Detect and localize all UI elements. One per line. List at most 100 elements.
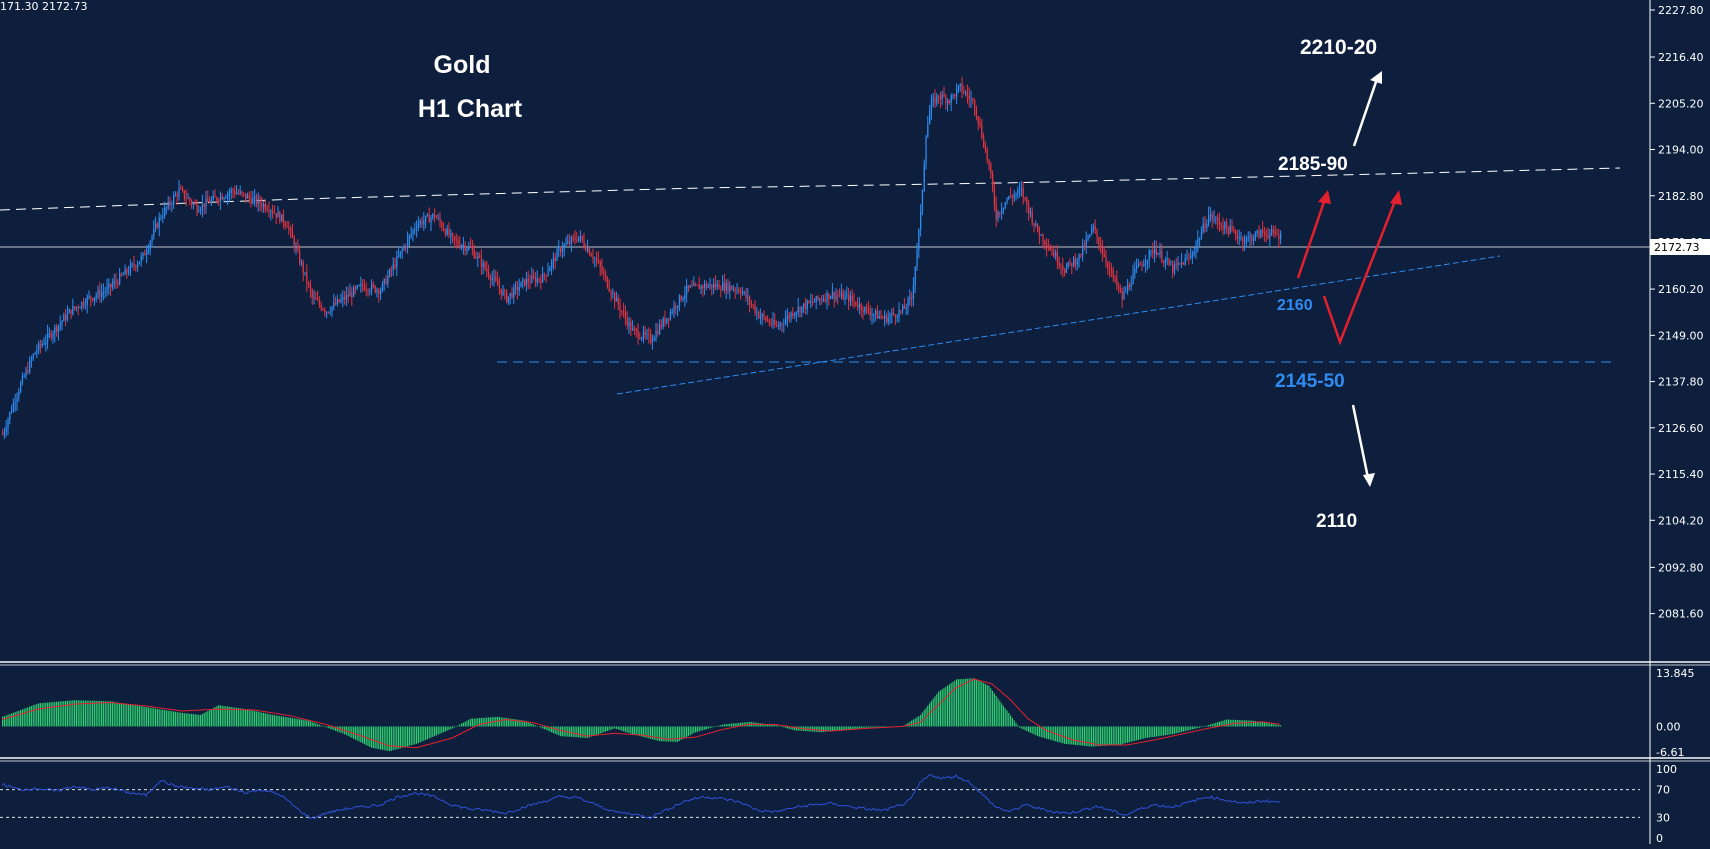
macd-bar (1044, 726, 1046, 739)
macd-bar (518, 719, 520, 727)
candle (626, 311, 628, 330)
candle (446, 224, 448, 237)
macd-bar (259, 712, 261, 727)
macd-bar (1047, 726, 1049, 740)
macd-bar (713, 726, 715, 728)
macd-bar (102, 701, 104, 727)
candle (907, 296, 909, 315)
macd-bar (767, 724, 769, 727)
macd-bar (956, 679, 958, 727)
candle (21, 372, 24, 386)
candle (986, 146, 988, 164)
candle (560, 246, 562, 257)
macd-bar (626, 726, 628, 733)
macd-bar (531, 723, 533, 727)
candle (322, 307, 324, 312)
macd-bar (1218, 721, 1220, 727)
macd-bar (387, 726, 389, 751)
candle (520, 281, 522, 288)
arrow-down-white (1351, 404, 1370, 479)
macd-bar (248, 709, 250, 727)
candle (219, 191, 222, 211)
candle (1038, 226, 1041, 245)
macd-bar (558, 726, 560, 736)
macd-bar (884, 726, 886, 728)
macd-bar (1091, 726, 1093, 747)
macd-bar (525, 721, 527, 727)
candle (792, 307, 794, 320)
candle (515, 281, 517, 295)
macd-bar (929, 703, 931, 727)
candle (1256, 229, 1258, 237)
candle (398, 246, 400, 258)
candle (174, 191, 177, 197)
candle (995, 196, 997, 228)
candle (97, 285, 99, 300)
candle (1211, 211, 1213, 228)
macd-bar (1042, 726, 1044, 738)
macd-bar (691, 726, 693, 735)
macd-bar (144, 706, 146, 727)
macd-bar (450, 726, 452, 730)
candle (851, 289, 853, 307)
macd-bar (759, 723, 761, 727)
macd-bar (608, 726, 610, 731)
candle (489, 274, 492, 289)
macd-bar (714, 726, 716, 727)
candle (122, 271, 124, 276)
candle (1247, 231, 1249, 242)
macd-bar (732, 723, 734, 727)
candle (239, 185, 241, 196)
candle (810, 293, 812, 309)
macd-bar (790, 726, 792, 730)
candle (903, 297, 906, 309)
candle (7, 417, 9, 436)
macd-bar (655, 726, 657, 741)
candle (140, 252, 142, 267)
macd-bar (552, 726, 554, 734)
macd-bar (390, 726, 392, 751)
candle (601, 258, 603, 276)
macd-bar (399, 726, 401, 749)
macd-bar (738, 722, 740, 727)
macd-bar (1244, 720, 1246, 727)
macd-bar (68, 700, 70, 727)
candle (178, 180, 180, 201)
candle (945, 93, 947, 110)
macd-bar (817, 726, 819, 733)
candle (687, 285, 690, 293)
macd-bar (963, 678, 965, 727)
macd-bar (1040, 726, 1042, 738)
macd-bar (1100, 726, 1102, 747)
macd-bar (277, 715, 279, 727)
price-tick-label: 2216.40 (1658, 51, 1704, 64)
macd-bar (860, 726, 862, 729)
candle (653, 335, 655, 342)
macd-bar (57, 701, 59, 727)
candle (855, 301, 857, 307)
macd-bar (486, 717, 488, 727)
candle (918, 228, 920, 259)
macd-bar (288, 717, 290, 727)
macd-bar (1224, 720, 1226, 727)
macd-bar (1256, 721, 1258, 727)
macd-bar (664, 726, 666, 742)
candle (947, 98, 949, 112)
macd-bar (653, 726, 655, 740)
candle (203, 203, 205, 215)
candle (457, 235, 459, 247)
candle (344, 290, 346, 305)
candle (1064, 267, 1066, 277)
macd-bar (1204, 726, 1206, 727)
macd-bar (1276, 724, 1278, 727)
macd-bar (628, 726, 630, 734)
macd-bar (1013, 720, 1015, 727)
macd-bar (306, 720, 308, 727)
candle (594, 256, 596, 268)
candle (1148, 248, 1150, 269)
macd-bar (939, 690, 941, 727)
macd-bar (385, 726, 387, 751)
candle (1233, 225, 1235, 234)
macd-bar (349, 726, 351, 737)
